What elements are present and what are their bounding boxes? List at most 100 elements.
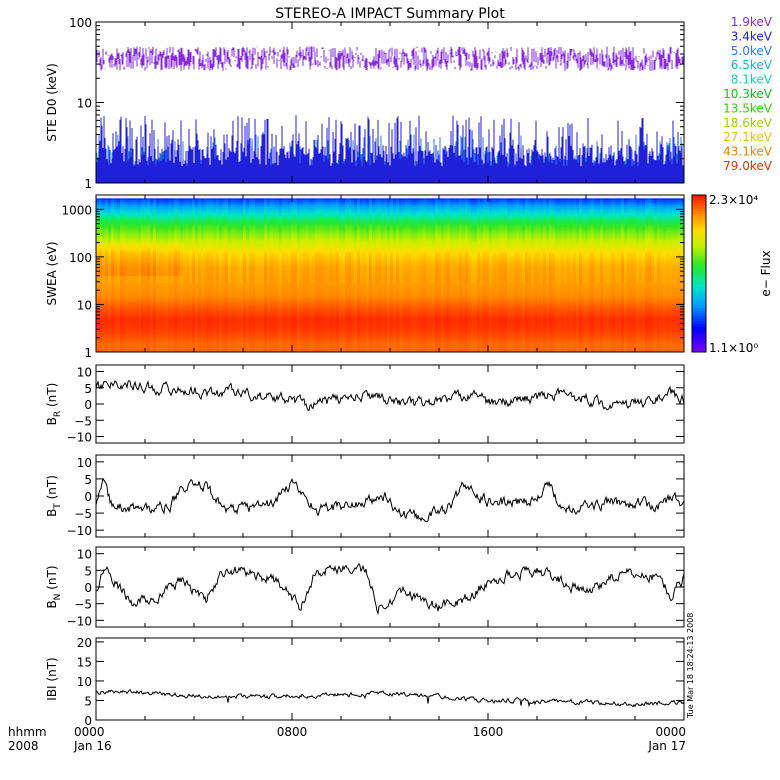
swea-cell: [222, 219, 226, 223]
swea-cell: [279, 221, 283, 225]
swea-cell: [186, 275, 190, 279]
swea-cell: [159, 293, 163, 297]
swea-cell: [243, 347, 247, 351]
swea-cell: [192, 246, 196, 250]
swea-cell: [219, 251, 223, 254]
swea-cell: [264, 284, 268, 288]
swea-cell: [195, 266, 199, 270]
swea-cell: [246, 251, 250, 254]
swea-cell: [285, 260, 289, 263]
swea-cell: [102, 329, 106, 333]
swea-cell: [213, 248, 217, 252]
swea-cell: [195, 347, 199, 351]
swea-cell: [300, 313, 304, 317]
swea-cell: [126, 215, 130, 218]
swea-cell: [189, 221, 193, 225]
swea-cell: [276, 300, 280, 304]
swea-cell: [246, 224, 250, 227]
swea-cell: [162, 269, 166, 272]
swea-cell: [276, 347, 280, 351]
swea-cell: [129, 201, 133, 205]
swea-cell: [144, 295, 148, 299]
swea-cell: [126, 269, 130, 272]
swea-cell: [138, 264, 142, 268]
swea-cell: [279, 316, 283, 319]
swea-cell: [213, 253, 217, 257]
swea-cell: [177, 230, 181, 234]
swea-cell: [186, 347, 190, 351]
swea-cell: [282, 226, 286, 230]
swea-cell: [261, 266, 265, 270]
swea-cell: [135, 251, 139, 254]
swea-cell: [144, 291, 148, 295]
swea-cell: [153, 313, 157, 317]
swea-cell: [120, 262, 124, 266]
swea-cell: [261, 298, 265, 301]
swea-cell: [246, 264, 250, 268]
swea-cell: [126, 257, 130, 261]
swea-cell: [186, 221, 190, 225]
swea-cell: [264, 210, 268, 214]
swea-cell: [219, 325, 223, 328]
swea-cell: [108, 345, 112, 349]
swea-cell: [102, 286, 106, 290]
swea-cell: [108, 208, 112, 212]
swea-cell: [237, 233, 241, 236]
swea-cell: [270, 302, 274, 306]
swea-cell: [261, 275, 265, 279]
swea-cell: [240, 289, 244, 292]
swea-cell: [150, 212, 154, 216]
swea-cell: [243, 343, 247, 346]
swea-cell: [285, 228, 289, 232]
swea-cell: [150, 219, 154, 223]
swea-cell: [111, 212, 115, 216]
swea-cell: [282, 345, 286, 349]
swea-cell: [234, 206, 238, 209]
swea-cell: [267, 340, 271, 344]
swea-cell: [297, 340, 301, 344]
swea-cell: [177, 318, 181, 322]
swea-cell: [135, 242, 139, 245]
swea-cell: [261, 269, 265, 272]
swea-cell: [189, 329, 193, 333]
swea-cell: [303, 242, 307, 245]
swea-cell: [174, 322, 178, 326]
swea-cell: [126, 206, 130, 209]
swea-cell: [120, 289, 124, 292]
swea-cell: [153, 217, 157, 221]
swea-cell: [168, 289, 172, 292]
swea-cell: [240, 246, 244, 250]
swea-cell: [294, 298, 298, 301]
swea-cell: [222, 237, 226, 241]
swea-cell: [141, 217, 145, 221]
swea-cell: [111, 347, 115, 351]
swea-cell: [168, 295, 172, 299]
swea-cell: [261, 345, 265, 349]
swea-cell: [147, 221, 151, 225]
swea-cell: [267, 273, 271, 277]
swea-cell: [108, 302, 112, 306]
swea-cell: [216, 257, 220, 261]
swea-cell: [168, 206, 172, 209]
swea-cell: [138, 257, 142, 261]
swea-cell: [156, 291, 160, 295]
swea-cell: [135, 325, 139, 328]
swea-cell: [120, 318, 124, 322]
swea-cell: [225, 340, 229, 344]
swea-cell: [222, 349, 226, 353]
swea-cell: [207, 284, 211, 288]
swea-cell: [111, 300, 115, 304]
swea-cell: [180, 210, 184, 214]
swea-cell: [234, 230, 238, 234]
swea-cell: [150, 210, 154, 214]
swea-cell: [147, 210, 151, 214]
swea-cell: [243, 212, 247, 216]
swea-cell: [165, 313, 169, 317]
swea-cell: [297, 237, 301, 241]
swea-cell: [219, 286, 223, 290]
swea-cell: [192, 300, 196, 304]
swea-cell: [129, 215, 133, 218]
swea-cell: [162, 327, 166, 331]
swea-cell: [270, 271, 274, 274]
swea-cell: [225, 291, 229, 295]
